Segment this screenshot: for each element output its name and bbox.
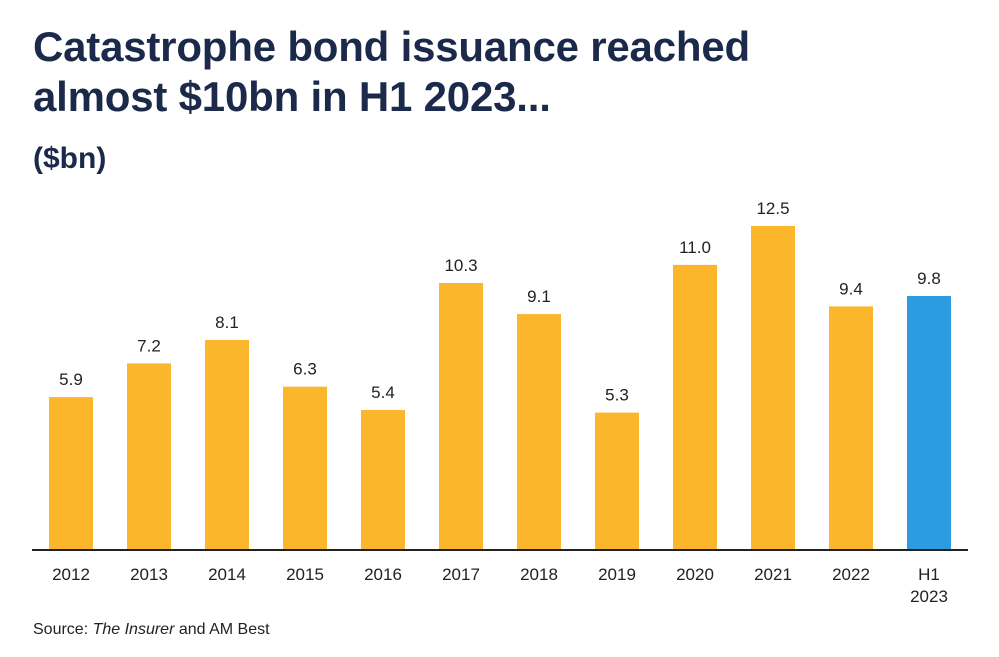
source-note: Source: The Insurer and AM Best [33, 620, 270, 640]
source-prefix: Source: [33, 621, 93, 638]
x-tick-label: 2020 [676, 565, 714, 584]
bar-2018 [517, 314, 561, 550]
x-tick-label: 2015 [286, 565, 324, 584]
value-label: 9.1 [527, 287, 551, 306]
chart-title-line-2: almost $10bn in H1 2023... [33, 73, 551, 120]
chart-title: Catastrophe bond issuance reached almost… [33, 22, 973, 122]
x-tick-label: 2023 [910, 587, 948, 606]
value-label: 5.4 [371, 383, 395, 402]
bar-2020 [673, 264, 717, 550]
bar-2017 [439, 283, 483, 550]
value-label: 11.0 [679, 238, 711, 257]
source-suffix: and AM Best [174, 621, 270, 638]
value-label: 8.1 [215, 313, 239, 332]
source-publication: The Insurer [92, 621, 175, 638]
bar-h1-2023 [907, 296, 951, 550]
bar-2021 [751, 226, 795, 550]
bar-2016 [361, 410, 405, 550]
value-label: 12.5 [756, 199, 789, 218]
x-tick-label: 2018 [520, 565, 558, 584]
unit-label: ($bn) [33, 142, 107, 175]
x-tick-label: 2017 [442, 565, 480, 584]
bar-2012 [49, 397, 93, 550]
x-tick-label: 2019 [598, 565, 636, 584]
x-tick-label: 2014 [208, 565, 246, 584]
value-label: 9.8 [917, 269, 941, 288]
value-label: 9.4 [839, 279, 863, 298]
x-tick-label: 2016 [364, 565, 402, 584]
bar-2014 [205, 340, 249, 550]
x-tick-label: 2012 [52, 565, 90, 584]
value-label: 10.3 [444, 256, 477, 275]
bar-2015 [283, 386, 327, 550]
chart-title-line-1: Catastrophe bond issuance reached [33, 23, 750, 70]
bar-2019 [595, 412, 639, 550]
x-tick-label: 2022 [832, 565, 870, 584]
x-tick-label: 2013 [130, 565, 168, 584]
value-label: 7.2 [137, 336, 161, 355]
value-label: 6.3 [293, 360, 317, 379]
value-label: 5.9 [59, 370, 83, 389]
bar-2022 [829, 306, 873, 550]
x-tick-label: H1 [918, 565, 940, 584]
x-tick-label: 2021 [754, 565, 792, 584]
value-label: 5.3 [605, 386, 629, 405]
bar-2013 [127, 363, 171, 550]
